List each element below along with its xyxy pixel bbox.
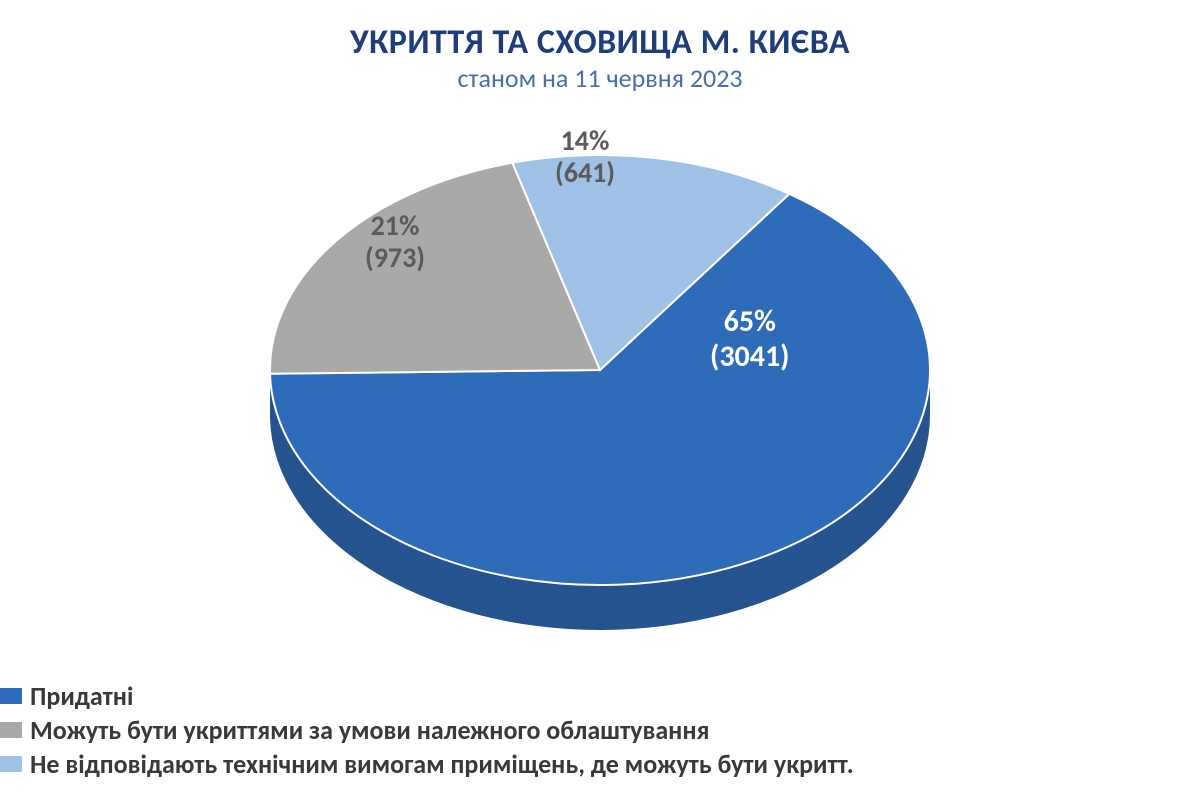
legend-swatch: [0, 688, 22, 704]
legend-label: Придатні: [30, 680, 133, 712]
slice-percent: 14%: [555, 125, 615, 157]
slice-count: (3041): [710, 340, 790, 375]
slice-count: (973): [365, 242, 425, 274]
legend-swatch: [0, 756, 22, 772]
slice-count: (641): [555, 157, 615, 189]
legend-label: Можуть бути укриттями за умови належного…: [30, 714, 709, 746]
legend-item-suitable: Придатні: [0, 680, 854, 712]
legend-swatch: [0, 722, 22, 738]
slice-label-conditional: 21% (973): [365, 210, 425, 274]
legend-item-unsuitable: Не відповідають технічним вимогам приміщ…: [0, 748, 854, 780]
chart-container: { "title": { "text": "УКРИТТЯ ТА СХОВИЩА…: [0, 0, 1200, 800]
slice-label-suitable: 65% (3041): [710, 305, 790, 374]
chart-title: УКРИТТЯ ТА СХОВИЩА М. КИЄВА: [0, 22, 1200, 63]
slice-label-unsuitable: 14% (641): [555, 125, 615, 189]
legend: Придатні Можуть бути укриттями за умови …: [0, 678, 854, 782]
slice-percent: 65%: [710, 305, 790, 340]
chart-subtitle: станом на 11 червня 2023: [0, 62, 1200, 94]
legend-label: Не відповідають технічним вимогам приміщ…: [30, 748, 854, 780]
pie-svg: [260, 145, 940, 640]
slice-percent: 21%: [365, 210, 425, 242]
legend-item-conditional: Можуть бути укриттями за умови належного…: [0, 714, 854, 746]
pie-chart: [260, 145, 940, 640]
